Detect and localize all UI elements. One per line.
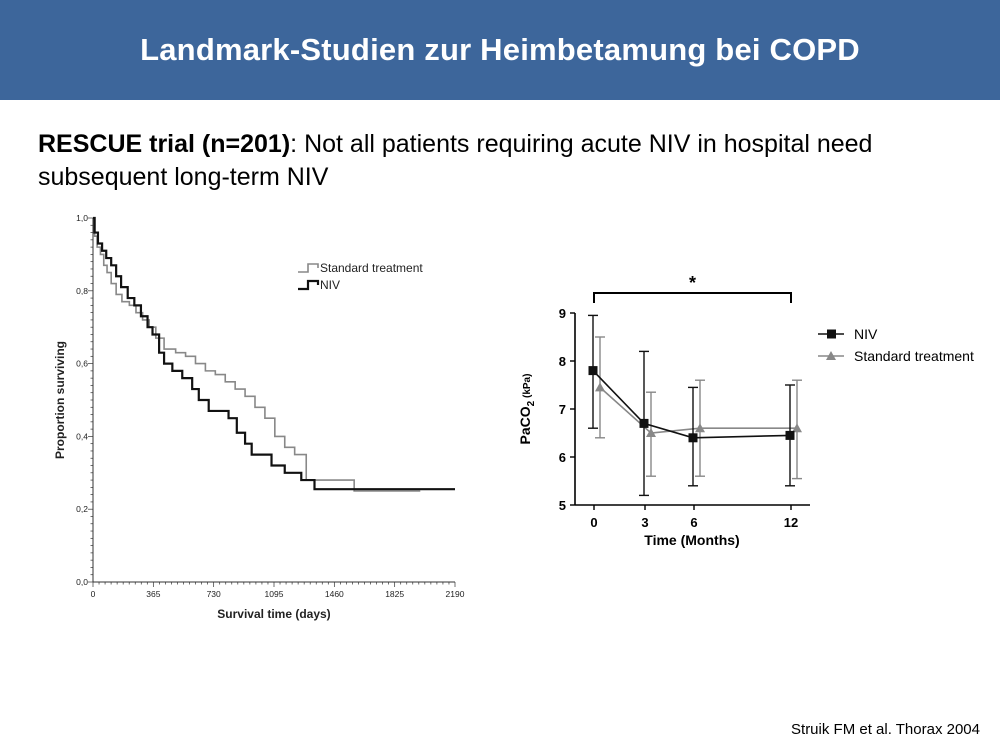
eb-legend-marker [826,351,836,360]
eb-y-tick-label: 6 [559,450,566,465]
eb-y-tick-label: 5 [559,498,566,513]
eb-x-tick-label: 12 [784,515,798,530]
eb-y-tick-label: 7 [559,402,566,417]
citation: Struik FM et al. Thorax 2004 [791,721,980,738]
km-series-niv [93,216,455,491]
eb-legend-label: NIV [854,326,878,342]
eb-y-tick-label: 9 [559,306,566,321]
km-x-tick-label: 1825 [385,589,404,599]
km-y-tick-label: 0,8 [76,286,88,296]
eb-marker-standard [646,428,656,437]
eb-x-tick-label: 3 [641,515,648,530]
km-y-tick-label: 0,0 [76,577,88,587]
km-y-tick-label: 0,6 [76,359,88,369]
km-x-axis-label: Survival time (days) [217,607,330,621]
eb-y-axis-label-text: PaCO2 (kPa) [517,374,537,445]
eb-marker-niv [639,418,649,428]
eb-line-standard [599,386,797,434]
eb-x-axis-label: Time (Months) [644,532,739,548]
km-x-tick-label: 730 [207,589,221,599]
slide-title: Landmark-Studien zur Heimbetamung bei CO… [140,32,860,67]
eb-legend-marker [827,329,836,339]
eb-legend-label: Standard treatment [854,348,974,364]
km-legend-label: NIV [320,278,340,292]
km-x-tick-label: 0 [91,589,96,599]
km-x-tick-label: 1460 [325,589,344,599]
km-y-tick-label: 0,2 [76,504,88,514]
eb-marker-standard [695,423,705,433]
eb-x-tick-label: 0 [590,515,597,530]
km-y-tick-label: 0,4 [76,431,88,441]
km-series-standard [93,217,421,492]
eb-marker-niv [588,366,598,376]
eb-y-label-unit: (kPa) [522,374,533,401]
km-legend-swatch [298,279,320,291]
eb-significance-bracket [593,292,792,303]
eb-y-label-main: PaCO [517,406,533,444]
eb-significance-label: * [689,273,696,293]
km-x-tick-label: 2190 [446,589,465,599]
km-y-tick-label: 1,0 [76,213,88,223]
eb-y-tick-label: 8 [559,354,566,369]
eb-x-tick-label: 6 [690,515,697,530]
eb-line-niv [592,370,791,439]
eb-marker-niv [688,433,698,443]
km-legend-label: Standard treatment [320,261,423,275]
eb-y-label-sub: 2 [526,400,537,406]
km-x-tick-label: 365 [146,589,160,599]
km-legend-swatch [298,263,319,273]
eb-y-axis-label: PaCO2 (kPa) [517,374,537,445]
eb-marker-niv [785,430,795,440]
subtitle-rest: : Not all patients requiring acute NIV i… [38,130,873,191]
km-x-tick-label: 1095 [265,589,284,599]
km-y-axis-label: Proportion surviving [53,341,67,459]
eb-marker-standard [595,382,605,392]
eb-marker-standard [792,423,802,433]
slide-subtitle: RESCUE trial (n=201): Not all patients r… [38,128,958,194]
subtitle-bold: RESCUE trial (n=201) [38,130,291,158]
slide-header: Landmark-Studien zur Heimbetamung bei CO… [0,0,1000,100]
